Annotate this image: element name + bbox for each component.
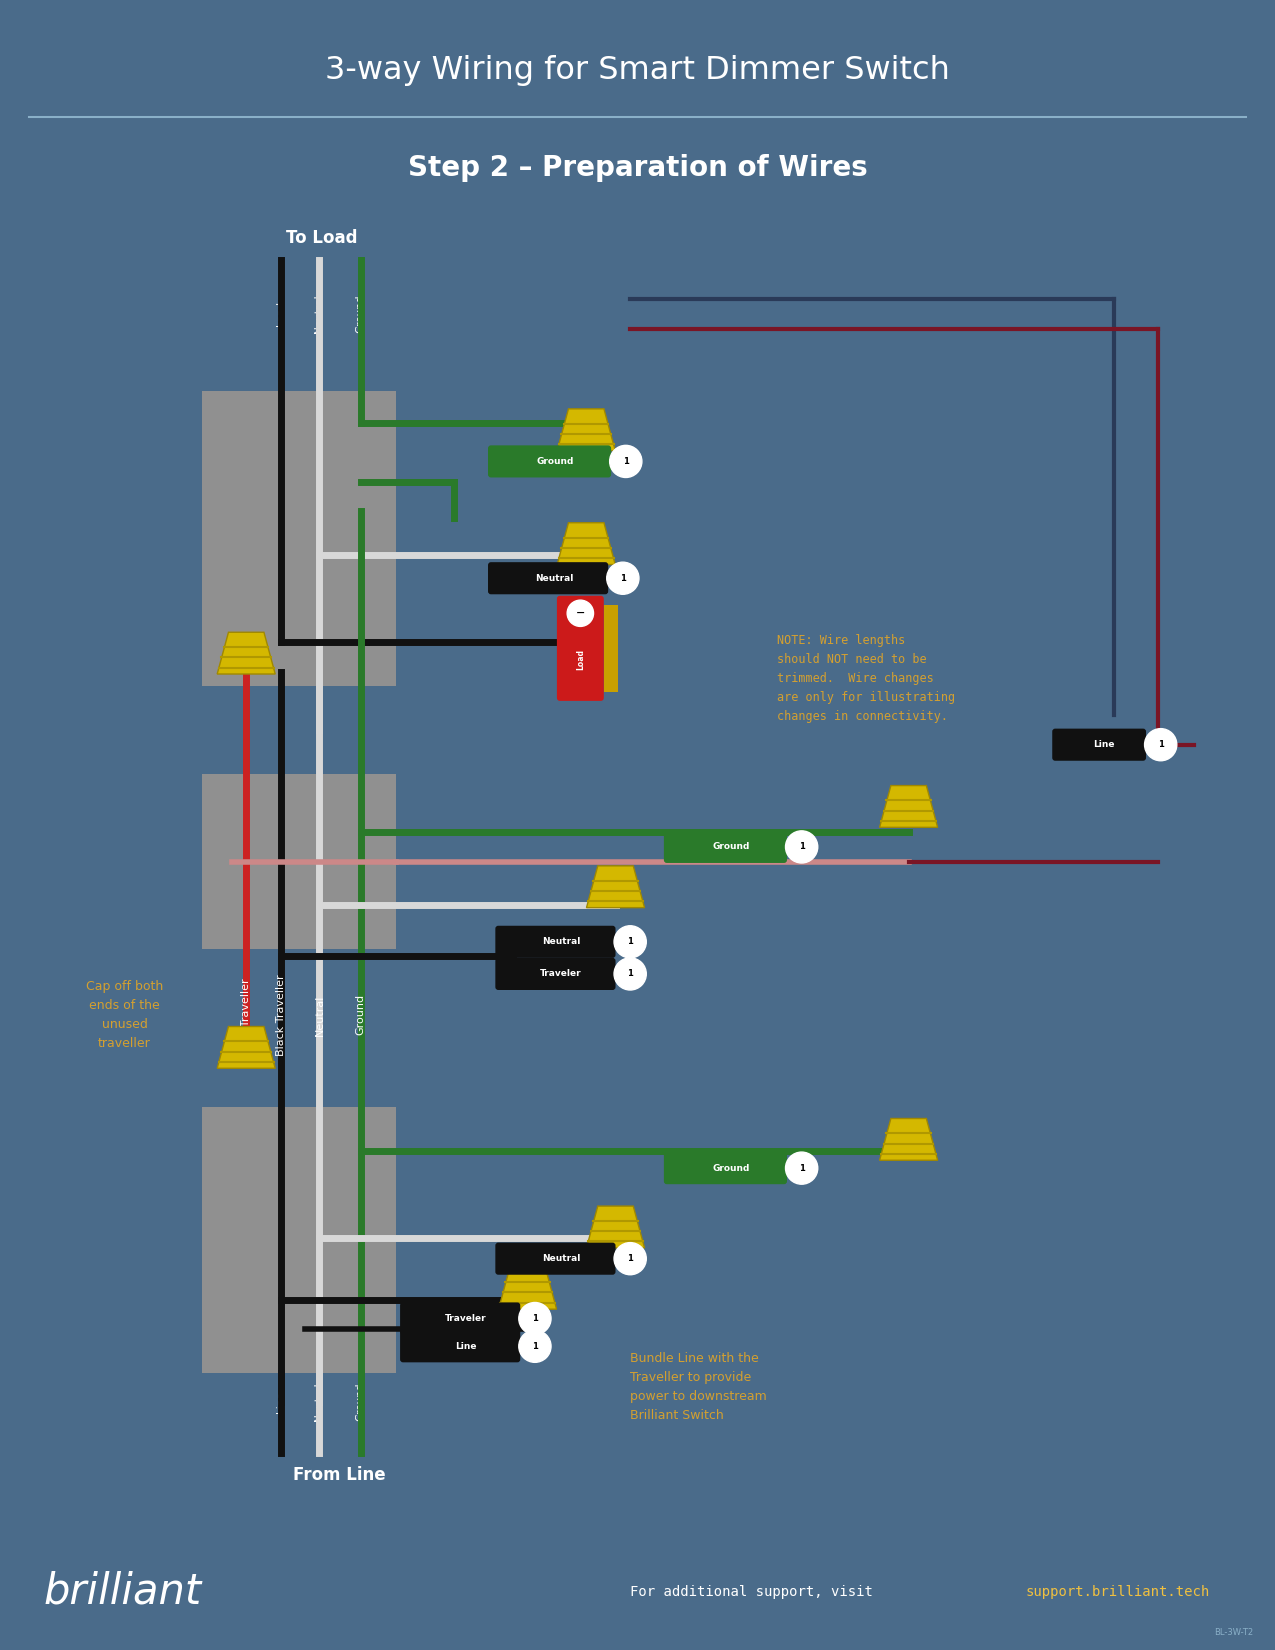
FancyBboxPatch shape [604,604,618,691]
Text: 1: 1 [1158,741,1164,749]
Text: Load: Load [576,650,585,670]
Text: Neutral: Neutral [315,295,324,333]
Text: 1: 1 [627,1254,634,1264]
Text: Traveler: Traveler [541,970,581,978]
Polygon shape [586,866,645,908]
Text: 1: 1 [627,937,634,947]
Text: For additional support, visit: For additional support, visit [630,1584,881,1599]
Text: 1: 1 [798,1163,805,1173]
Text: Traveler: Traveler [445,1313,487,1323]
Polygon shape [586,1206,645,1247]
FancyBboxPatch shape [203,1107,395,1373]
Circle shape [519,1330,551,1363]
Polygon shape [880,1119,937,1160]
Text: Line: Line [277,1391,287,1412]
Circle shape [1145,729,1177,761]
Polygon shape [557,409,616,450]
FancyBboxPatch shape [557,596,604,701]
FancyBboxPatch shape [1052,729,1146,761]
FancyBboxPatch shape [203,774,395,949]
Text: Red Traveller: Red Traveller [241,978,251,1051]
FancyBboxPatch shape [496,1242,616,1275]
Text: Load: Load [277,302,287,327]
FancyBboxPatch shape [203,391,395,686]
Circle shape [785,1152,817,1185]
FancyBboxPatch shape [496,926,616,959]
Text: brilliant: brilliant [43,1571,203,1612]
FancyBboxPatch shape [400,1302,520,1335]
Circle shape [609,446,641,477]
FancyBboxPatch shape [488,446,611,477]
Circle shape [615,926,646,959]
Text: 1: 1 [627,970,634,978]
Text: Black Traveller: Black Traveller [277,974,287,1056]
FancyBboxPatch shape [664,832,787,863]
Text: Ground: Ground [713,843,750,851]
Text: To Load: To Load [286,229,357,248]
Text: 1: 1 [798,843,805,851]
Circle shape [519,1302,551,1335]
Circle shape [615,1242,646,1275]
Text: support.brilliant.tech: support.brilliant.tech [1026,1584,1210,1599]
Text: −: − [575,609,585,619]
Text: Line: Line [455,1341,477,1351]
Text: Ground: Ground [713,1163,750,1173]
Text: Neutral: Neutral [534,574,572,582]
Text: Neutral: Neutral [315,995,324,1036]
Text: Step 2 – Preparation of Wires: Step 2 – Preparation of Wires [408,153,867,182]
Text: Ground: Ground [356,295,366,333]
Polygon shape [499,1267,557,1308]
FancyBboxPatch shape [488,563,608,594]
Text: Cap off both
ends of the
unused
traveller: Cap off both ends of the unused travelle… [85,980,163,1049]
Circle shape [607,563,639,594]
Text: Ground: Ground [537,457,574,465]
Circle shape [785,832,817,863]
Polygon shape [557,523,616,564]
Polygon shape [217,632,275,673]
Text: 1: 1 [532,1341,538,1351]
Polygon shape [217,1026,275,1068]
Text: Ground: Ground [356,995,366,1036]
Text: 1: 1 [532,1313,538,1323]
Text: Neutral: Neutral [315,1383,324,1421]
Polygon shape [880,785,937,827]
Text: Bundle Line with the
Traveller to provide
power to downstream
Brilliant Switch: Bundle Line with the Traveller to provid… [630,1351,768,1422]
Text: Ground: Ground [356,1383,366,1421]
Text: 3-way Wiring for Smart Dimmer Switch: 3-way Wiring for Smart Dimmer Switch [325,54,950,86]
Text: NOTE: Wire lengths
should NOT need to be
trimmed.  Wire changes
are only for ill: NOTE: Wire lengths should NOT need to be… [776,635,955,723]
Text: Line: Line [1093,741,1114,749]
Text: Neutral: Neutral [542,937,580,947]
FancyBboxPatch shape [400,1330,520,1363]
FancyBboxPatch shape [496,959,616,990]
Text: Neutral: Neutral [542,1254,580,1264]
Circle shape [567,601,594,627]
Text: 1: 1 [620,574,626,582]
Text: BL-3W-T2: BL-3W-T2 [1214,1629,1253,1637]
Text: 1: 1 [623,457,629,465]
FancyBboxPatch shape [664,1152,787,1185]
Circle shape [615,959,646,990]
Text: From Line: From Line [293,1465,386,1483]
